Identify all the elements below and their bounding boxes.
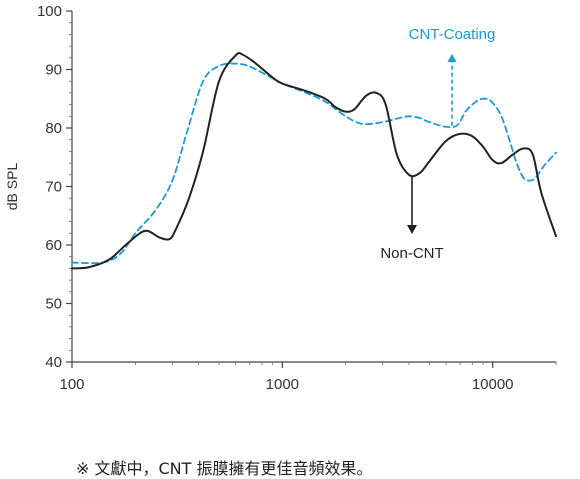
annotation-layer: CNT-Coating Non-CNT bbox=[380, 26, 495, 262]
y-tick-label: 80 bbox=[45, 120, 62, 137]
y-tick-label: 60 bbox=[45, 237, 62, 254]
axes: 40 50 60 70 80 90 100 100 1000 10000 dB SPL bbox=[4, 3, 556, 393]
y-tick-label: 40 bbox=[45, 354, 62, 371]
annotation-label-cnt-coating: CNT-Coating bbox=[409, 26, 496, 43]
x-tick-label: 10000 bbox=[472, 376, 514, 393]
y-tick-label: 90 bbox=[45, 62, 62, 79]
y-tick-label: 50 bbox=[45, 296, 62, 313]
x-tick-label: 100 bbox=[59, 376, 84, 393]
series-line-non-cnt bbox=[72, 53, 556, 268]
footnote: ※ 文獻中，CNT 振膜擁有更佳音頻效果。 bbox=[76, 455, 373, 479]
arrowhead-non-cnt bbox=[407, 225, 417, 234]
y-tick-label: 100 bbox=[37, 3, 62, 20]
y-axis-label: dB SPL bbox=[4, 163, 20, 211]
arrowhead-cnt-coating bbox=[448, 54, 457, 62]
series-layer bbox=[72, 53, 556, 268]
y-tick-label: 70 bbox=[45, 179, 62, 196]
x-tick-label: 1000 bbox=[266, 376, 299, 393]
annotation-label-non-cnt: Non-CNT bbox=[380, 245, 443, 262]
chart: 40 50 60 70 80 90 100 100 1000 10000 dB SPL CNT-Co… bbox=[0, 0, 580, 450]
